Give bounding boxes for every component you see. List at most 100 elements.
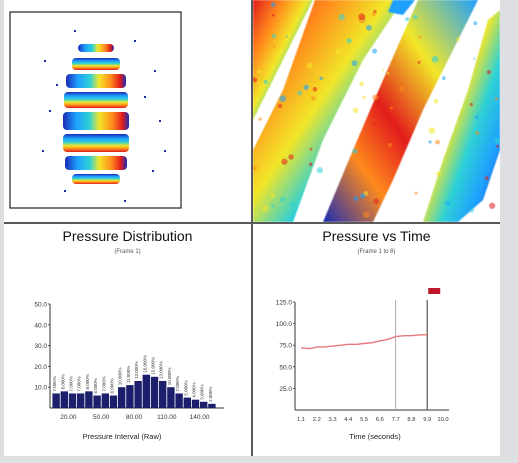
histogram-bar-label: 8.000% (60, 374, 65, 389)
terrain-texture (253, 2, 500, 218)
terrain-speck (494, 137, 500, 145)
histogram-bar (68, 393, 77, 408)
terrain-ridge-5 (388, 0, 415, 15)
histogram-bar-label: 7.000% (69, 376, 74, 391)
histogram-bar (60, 391, 68, 408)
timeseries-y-tick-label: 75.0 (279, 343, 292, 350)
timeseries-y-ticks: 125.0 100.0 75.0 50.0 25.0 (276, 300, 295, 393)
timeseries-x-label: Time (seconds) (349, 432, 401, 441)
terrain-speck (473, 21, 478, 26)
histogram-bar-label: 13.000% (159, 361, 164, 379)
histogram-bar-label: 16.000% (142, 355, 147, 373)
terrain-speck (470, 208, 475, 213)
screen: Pressure Distribution (Frame 1) 50.0 40.0… (4, 0, 500, 456)
terrain-svg (253, 0, 500, 222)
terrain-speck (456, 37, 460, 42)
terrain-speck (269, 192, 275, 198)
histogram-subtitle: (Frame 1) (114, 249, 141, 255)
histogram-bar (126, 385, 134, 408)
histogram-bar (118, 387, 126, 408)
terrain-speck (289, 201, 295, 207)
histogram-bar-label: 7.000% (101, 376, 106, 391)
terrain-speck (363, 211, 370, 218)
histogram-bar (175, 393, 183, 408)
timeseries-x-tick-label: 2.2 (313, 417, 321, 423)
pressure-map-svg (9, 11, 182, 209)
histogram-x-tick-label: 50.00 (93, 414, 110, 421)
divider-vertical (251, 0, 253, 456)
speckle-dot (164, 150, 166, 152)
terrain-speck (442, 76, 446, 80)
timeseries-x-tick-label: 4.4 (344, 417, 353, 423)
timeseries-y-tick-label: 50.0 (279, 364, 292, 371)
histogram-title: Pressure Distribution (62, 228, 193, 244)
terrain-ridge-3 (323, 0, 478, 222)
pressure-footprint (63, 44, 129, 184)
terrain-speck (417, 60, 421, 64)
pressure-band (72, 174, 120, 184)
histogram-bar-label: 8.000% (85, 374, 90, 389)
terrain-speck (253, 165, 258, 171)
terrain-ridge-1 (253, 0, 313, 120)
histogram-bar (191, 399, 200, 408)
timeseries-series (300, 334, 428, 350)
speckle-dot (124, 200, 126, 202)
histogram-y-ticks: 50.0 40.0 30.0 20.0 10.0 (34, 302, 50, 392)
terrain-speck (399, 86, 405, 93)
histogram-y-tick-label: 40.0 (34, 322, 47, 329)
terrain-ridge-2 (253, 0, 403, 222)
terrain-speck (346, 38, 352, 44)
timeseries-panel: Pressure vs Time (Frame 1 to 8) 125.0 100… (253, 224, 500, 456)
timeseries-x-ticks: 1.1 2.2 3.3 4.4 5.5 6.6 7.7 8.8 9.9 10.0 (297, 417, 449, 423)
terrain-speck (310, 96, 316, 101)
speckle-dot (134, 40, 136, 42)
terrain-speck (488, 113, 492, 116)
terrain-speck (475, 131, 480, 136)
speckle-dot (49, 110, 51, 112)
terrain-speck (258, 117, 262, 121)
speckle-dot (74, 30, 76, 32)
histogram-bar (183, 397, 191, 408)
terrain-speck (352, 107, 359, 114)
pressure-band (72, 58, 120, 70)
histogram-bar-label: 5.000% (183, 380, 188, 395)
histogram-bar-label: 2.000% (208, 387, 213, 402)
terrain-speck (428, 127, 436, 135)
terrain-speck (432, 71, 439, 79)
terrain-speck (316, 167, 323, 174)
terrain-speck (359, 81, 364, 87)
timeseries-x-tick-label: 8.8 (407, 417, 415, 423)
terrain-speck (473, 57, 476, 60)
terrain-speck (486, 70, 492, 75)
histogram-x-tick-label: 80.00 (126, 414, 143, 421)
terrain-speck (280, 196, 286, 203)
terrain-speck (489, 202, 496, 209)
histogram-bar-label: 11.000% (126, 366, 131, 383)
timeseries-y-tick-label: 100.0 (276, 321, 293, 328)
timeseries-x-tick-label: 7.7 (392, 417, 400, 423)
speckle-dot (152, 170, 154, 172)
histogram-y-tick-label: 30.0 (34, 343, 47, 350)
histogram-bar (93, 395, 101, 408)
terrain-speck (362, 95, 366, 100)
terrain-speck (333, 4, 336, 8)
divider-horizontal (4, 222, 500, 224)
timeseries-x-tick-label: 9.9 (423, 417, 431, 423)
terrain-speck (373, 198, 379, 204)
terrain-speck (307, 85, 310, 88)
terrain-speck (359, 193, 366, 199)
histogram-bar-label: 6.000% (110, 378, 115, 393)
timeseries-y-tick-label: 125.0 (276, 300, 293, 307)
histogram-bar-label: 10.000% (118, 367, 123, 385)
histogram-bar (208, 403, 216, 408)
histogram-bar-label: 13.000% (134, 361, 139, 379)
terrain-speck (386, 71, 390, 75)
speckle-dot (159, 120, 161, 122)
terrain-speck (428, 140, 432, 144)
histogram-bar (109, 395, 118, 408)
terrain-speck (445, 200, 450, 206)
speckle-dot (42, 150, 44, 152)
speckle-dot (154, 70, 156, 72)
histogram-bar (159, 380, 167, 408)
timeseries-svg: 125.0 100.0 75.0 50.0 25.0 1.1 2.2 3.3 4.4 5.5 6.… (276, 288, 449, 441)
